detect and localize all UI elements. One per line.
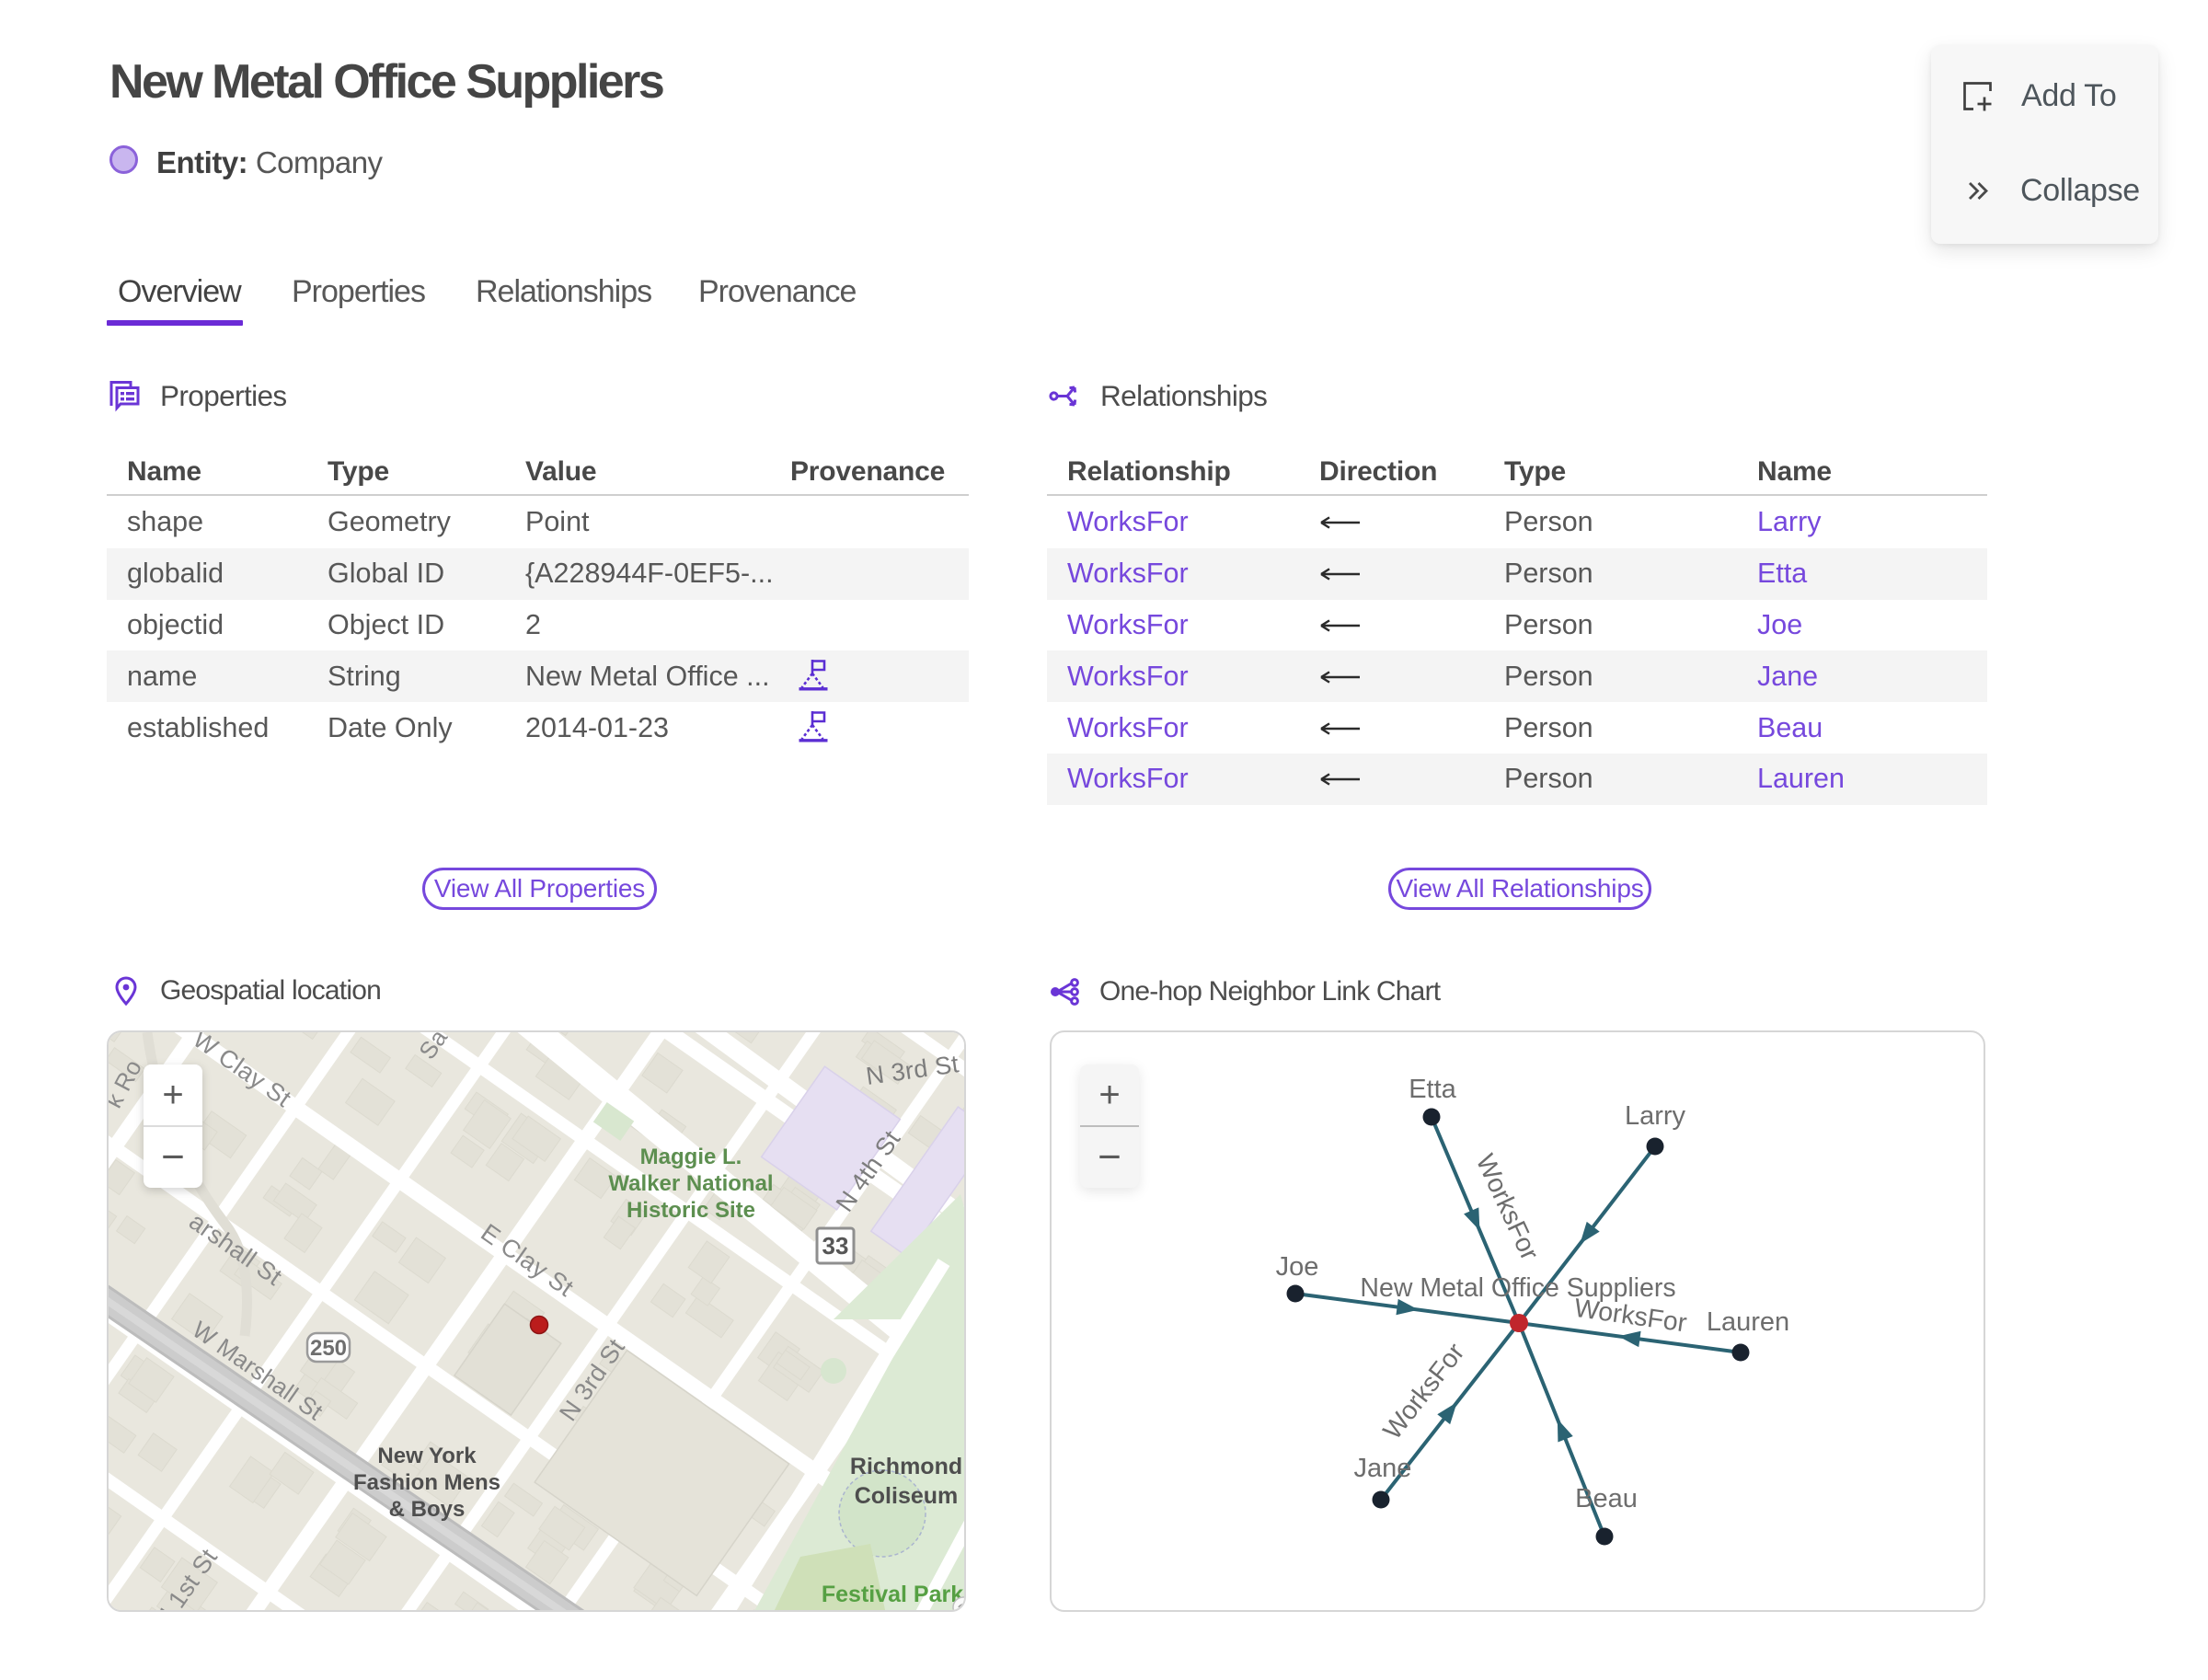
svg-text:Beau: Beau (1575, 1484, 1638, 1513)
svg-text:Walker National: Walker National (608, 1171, 773, 1196)
svg-text:Historic Site: Historic Site (627, 1198, 755, 1223)
svg-text:Larry: Larry (1625, 1101, 1686, 1131)
svg-text:New Metal Office Suppliers: New Metal Office Suppliers (1360, 1273, 1675, 1303)
svg-text:WorksFor: WorksFor (1377, 1338, 1470, 1445)
svg-text:Jane: Jane (1354, 1454, 1412, 1483)
svg-text:New York: New York (377, 1444, 477, 1468)
svg-text:Richmond: Richmond (850, 1454, 962, 1479)
svg-text:250: 250 (310, 1336, 347, 1361)
svg-text:WorksFor: WorksFor (1470, 1150, 1545, 1265)
svg-text:Fashion Mens: Fashion Mens (353, 1470, 500, 1495)
svg-text:Coliseum: Coliseum (855, 1483, 959, 1509)
svg-text:Maggie L.: Maggie L. (640, 1145, 742, 1169)
svg-text:Lauren: Lauren (1707, 1307, 1789, 1337)
svg-text:& Boys: & Boys (389, 1497, 466, 1522)
svg-text:Festival Park: Festival Park (822, 1582, 963, 1607)
svg-text:Joe: Joe (1276, 1252, 1319, 1282)
svg-text:Etta: Etta (1409, 1075, 1456, 1104)
svg-text:33: 33 (822, 1232, 849, 1260)
